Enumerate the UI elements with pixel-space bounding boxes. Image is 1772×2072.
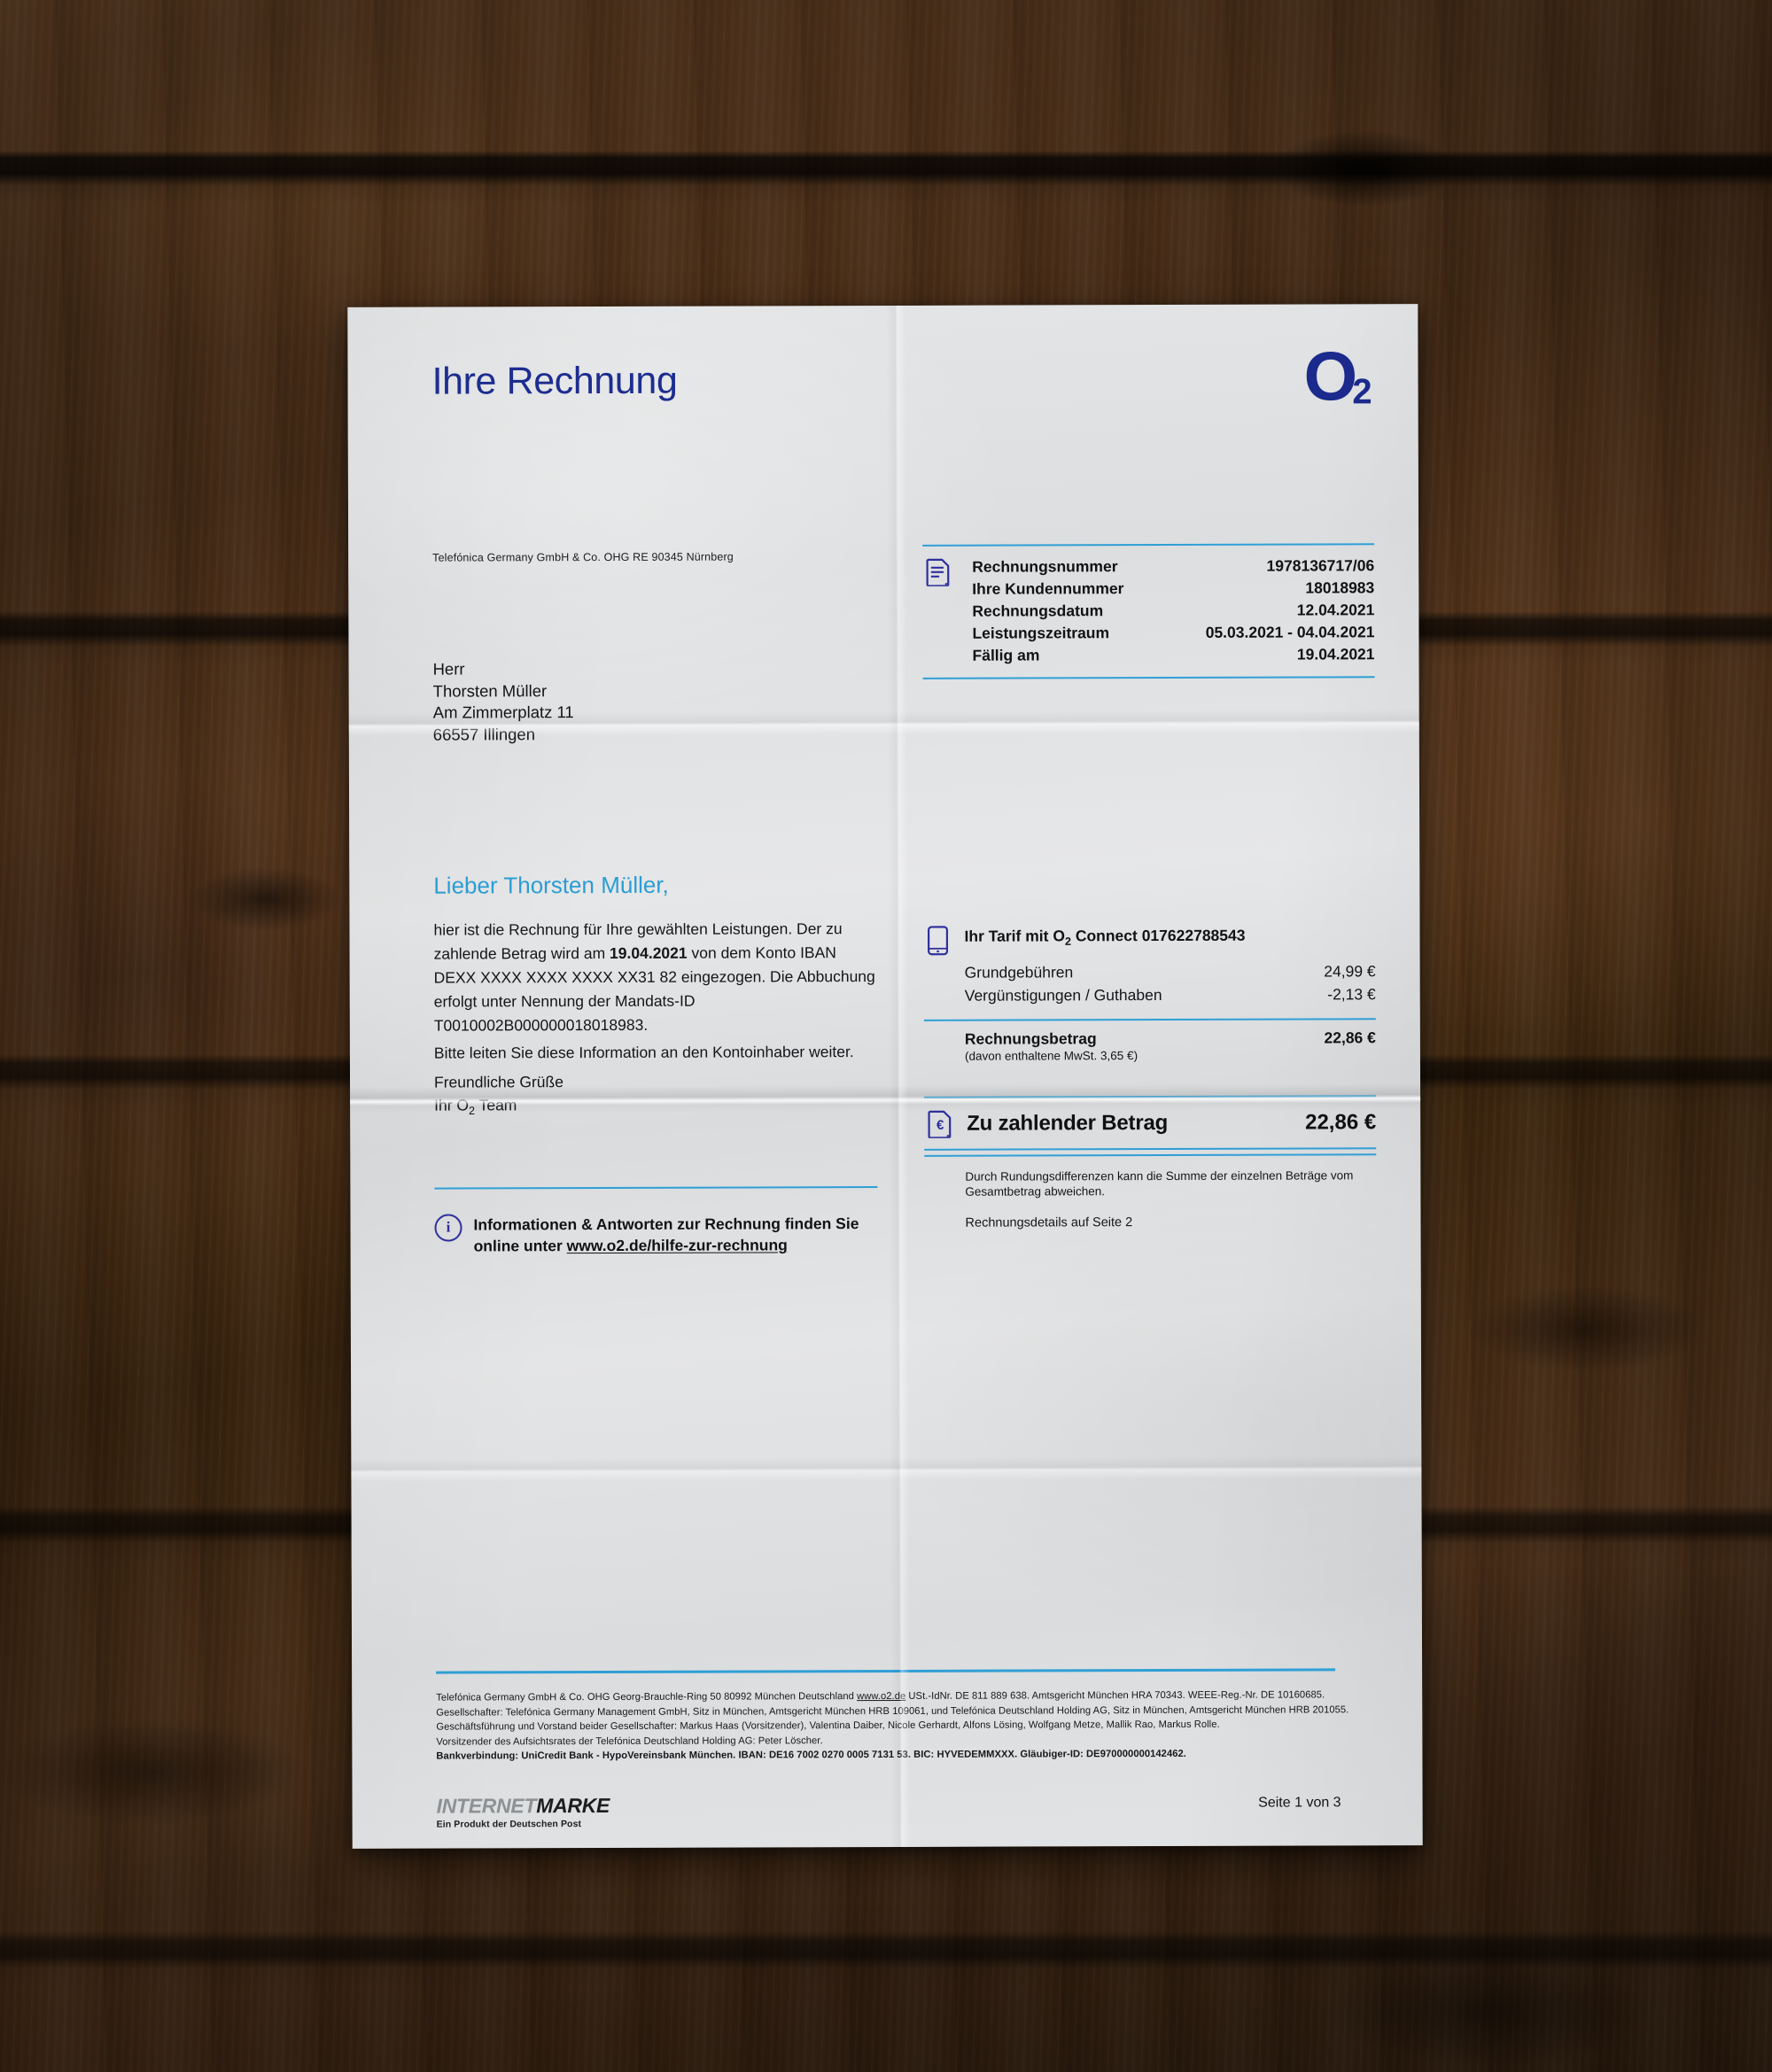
invoice-total-value: 22,86 € — [1324, 1028, 1376, 1046]
table-row: Rechnungsnummer 1978136717/06 — [972, 555, 1374, 578]
invoice-total: Rechnungsbetrag 22,86 € (davon enthalten… — [924, 1028, 1376, 1063]
body-spacer — [434, 1036, 877, 1042]
o2-logo-letter: O — [1303, 337, 1356, 415]
footer-rule — [436, 1668, 1336, 1674]
recipient-address: Herr Thorsten Müller Am Zimmerplatz 11 6… — [433, 658, 574, 745]
legal-footer: Telefónica Germany GmbH & Co. OHG Georg-… — [436, 1688, 1375, 1764]
payable-label: Zu zahlender Betrag — [967, 1110, 1169, 1136]
tariff-item-value: -2,13 € — [1327, 985, 1376, 1004]
details-page-note: Rechnungsdetails auf Seite 2 — [965, 1215, 1133, 1230]
details-top-rule — [922, 543, 1375, 547]
info-note-rule — [434, 1186, 878, 1190]
o2-logo-subscript: 2 — [1352, 372, 1372, 412]
invoice-document: Ihre Rechnung O2 Telefónica Germany GmbH… — [347, 304, 1422, 1849]
page-title: Ihre Rechnung — [431, 359, 678, 403]
tariff-sum-rule — [923, 1018, 1376, 1021]
recipient-city: 66557 Illingen — [432, 724, 536, 744]
recipient-salutation: Herr — [432, 659, 465, 679]
table-row: Grundgebühren 24,99 € — [965, 959, 1376, 983]
invoice-details-block: Rechnungsnummer 1978136717/06 Ihre Kunde… — [922, 543, 1375, 679]
tariff-block: Ihr Tarif mit O2 Connect 017622788543 Gr… — [923, 924, 1376, 1063]
tariff-heading-pre: Ihr Tarif mit O — [964, 927, 1065, 945]
invoice-total-label: Rechnungsbetrag — [964, 1028, 1097, 1048]
details-rows: Rechnungsnummer 1978136717/06 Ihre Kunde… — [922, 555, 1375, 667]
signoff-line-2: Ihr O2 Team — [434, 1093, 563, 1122]
body-text: hier ist die Rechnung für Ihre gewählten… — [433, 917, 877, 1066]
detail-value: 1978136717/06 — [1266, 556, 1375, 575]
info-note-line-1: Informationen & Antworten zur Rechnung f… — [473, 1214, 859, 1234]
footer-line-1a: Telefónica Germany GmbH & Co. OHG Georg-… — [436, 1691, 858, 1703]
page-number: Seite 1 von 3 — [1258, 1795, 1341, 1811]
tariff-item-value: 24,99 € — [1324, 962, 1376, 981]
detail-label: Leistungszeitraum — [972, 624, 1110, 642]
recipient-name: Thorsten Müller — [432, 680, 548, 701]
body-due-date: 19.04.2021 — [609, 943, 688, 962]
internetmarke-part-a: INTERNET — [436, 1794, 537, 1818]
table-row: Leistungszeitraum 05.03.2021 - 04.04.202… — [972, 621, 1374, 644]
payable-bottom-double-rule — [924, 1147, 1377, 1157]
tariff-heading-text: Ihr Tarif mit O2 Connect 017622788543 — [964, 925, 1245, 948]
internetmarke-logo: INTERNETMARKE Ein Produkt der Deutschen … — [436, 1793, 610, 1830]
info-note-link[interactable]: www.o2.de/hilfe-zur-rechnung — [566, 1236, 788, 1255]
info-note: i Informationen & Antworten zur Rechnung… — [434, 1213, 882, 1257]
signoff-team-pre: Ihr O — [434, 1096, 470, 1114]
rounding-note: Durch Rundungsdifferenzen kann die Summe… — [965, 1168, 1354, 1199]
detail-label: Ihre Kundennummer — [972, 579, 1124, 598]
table-row: Ihre Kundennummer 18018983 — [972, 577, 1374, 600]
mobile-phone-icon — [927, 926, 949, 956]
detail-value: 19.04.2021 — [1296, 645, 1375, 664]
detail-label: Rechnungsdatum — [972, 601, 1104, 620]
info-note-line-2-pre: online unter — [473, 1237, 567, 1255]
detail-value: 18018983 — [1305, 578, 1375, 597]
svg-text:€: € — [937, 1118, 944, 1133]
details-bottom-rule — [922, 676, 1375, 679]
payable-notes: Durch Rundungsdifferenzen kann die Summe… — [965, 1168, 1377, 1230]
payable-amount: 22,86 € — [1305, 1110, 1377, 1135]
greeting: Lieber Thorsten Müller, — [433, 871, 669, 899]
detail-label: Rechnungsnummer — [972, 557, 1118, 576]
internetmarke-subtitle: Ein Produkt der Deutschen Post — [436, 1819, 582, 1830]
signoff-team-post: Team — [474, 1096, 517, 1114]
footer-website-link[interactable]: www.o2.de — [857, 1690, 906, 1703]
internetmarke-part-b: MARKE — [536, 1793, 610, 1818]
table-row: Rechnungsdatum 12.04.2021 — [972, 599, 1374, 622]
detail-label: Fällig am — [972, 646, 1040, 664]
footer-line-1b: USt.-IdNr. DE 811 889 638. Amtsgericht M… — [905, 1689, 1325, 1702]
sender-line: Telefónica Germany GmbH & Co. OHG RE 903… — [432, 550, 734, 564]
signoff-team-sub: 2 — [469, 1104, 476, 1117]
invoice-paper-sheet: Ihre Rechnung O2 Telefónica Germany GmbH… — [347, 304, 1423, 1849]
payable-row: € Zu zahlender Betrag 22,86 € — [924, 1097, 1376, 1149]
footer-line-5: Bankverbindung: UniCredit Bank - HypoVer… — [436, 1748, 1186, 1762]
table-row: Fällig am 19.04.2021 — [972, 643, 1374, 666]
info-note-text: Informationen & Antworten zur Rechnung f… — [473, 1213, 859, 1256]
internetmarke-wordmark: INTERNETMARKE — [436, 1793, 610, 1818]
detail-value: 12.04.2021 — [1296, 601, 1375, 619]
payable-block: € Zu zahlender Betrag 22,86 € — [924, 1095, 1377, 1157]
tariff-item-label: Grundgebühren — [964, 963, 1074, 982]
table-row: Rechnungsbetrag 22,86 € — [965, 1028, 1376, 1048]
o2-logo: O2 — [1303, 337, 1372, 415]
tariff-items: Grundgebühren 24,99 € Vergünstigungen / … — [924, 959, 1376, 1007]
info-circle-icon: i — [434, 1214, 462, 1242]
document-lines-icon — [926, 558, 950, 586]
euro-document-icon: € — [928, 1110, 952, 1138]
vat-note: (davon enthaltene MwSt. 3,65 €) — [964, 1048, 1139, 1063]
signoff: Freundliche Grüße Ihr O2 Team — [434, 1070, 563, 1122]
footer-line-2: Gesellschafter: Telefónica Germany Manag… — [436, 1703, 1349, 1719]
tariff-heading-post: Connect 017622788543 — [1070, 926, 1246, 945]
body-line-2: Bitte leiten Sie diese Information an de… — [433, 1043, 854, 1062]
table-row: Vergünstigungen / Guthaben -2,13 € — [965, 982, 1376, 1006]
detail-value: 05.03.2021 - 04.04.2021 — [1205, 623, 1375, 641]
signoff-line-1: Freundliche Grüße — [433, 1073, 563, 1091]
tariff-item-label: Vergünstigungen / Guthaben — [964, 986, 1162, 1005]
tariff-heading: Ihr Tarif mit O2 Connect 017622788543 — [923, 924, 1375, 956]
recipient-street: Am Zimmerplatz 11 — [432, 702, 574, 722]
